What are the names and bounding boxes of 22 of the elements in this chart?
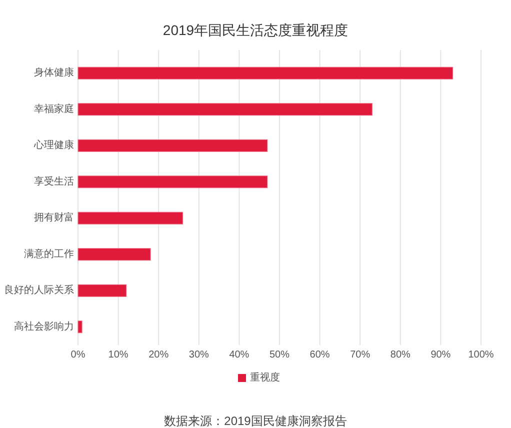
y-tick: 高社会影响力 [14, 321, 74, 332]
y-tick: 心理健康 [34, 140, 74, 152]
x-tick: 70% [350, 350, 370, 360]
title: 2019年国民生活态度重视程度 [162, 22, 348, 38]
y-tick: 拥有财富 [34, 212, 74, 224]
annotation: 数据来源：2019国民健康洞察报告 [164, 414, 347, 428]
y-tick: 良好的人际关系 [4, 285, 74, 296]
x-tick: 100% [468, 350, 494, 360]
x-tick: 10% [108, 350, 128, 360]
x-tick: 20% [148, 350, 169, 360]
y-tick: 满意的工作 [24, 248, 74, 260]
x-tick: 90% [430, 350, 451, 360]
y-tick: 享受生活 [34, 176, 74, 188]
y-tick: 身体健康 [34, 68, 74, 79]
legend-label: 重视度 [250, 372, 280, 384]
x-tick: 30% [188, 350, 209, 360]
y-tick: 幸福家庭 [34, 104, 74, 115]
x-tick: 50% [270, 350, 290, 360]
x-tick: 0% [70, 350, 86, 360]
x-tick: 60% [310, 350, 330, 360]
x-tick: 40% [229, 350, 250, 360]
x-tick: 80% [390, 350, 410, 360]
